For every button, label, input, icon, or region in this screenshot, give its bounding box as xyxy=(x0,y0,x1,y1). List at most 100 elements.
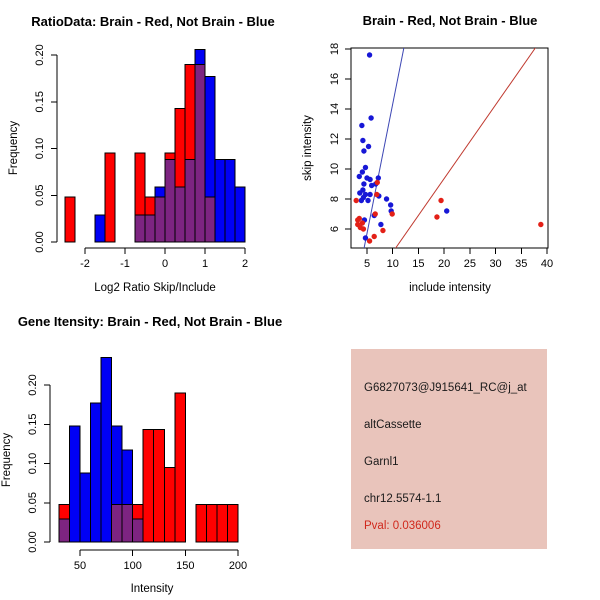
hist-bar xyxy=(79,472,92,543)
y-tick-label: 0.05 xyxy=(34,185,46,206)
gene-histogram-xlabel: Intensity xyxy=(131,583,174,595)
x-tick-label: 10 xyxy=(387,258,399,270)
hist-bar xyxy=(153,429,165,543)
y-tick-label: 0.10 xyxy=(34,138,46,159)
scatter-point-red xyxy=(380,227,386,234)
gene-intensity-histogram-plot: Gene Itensity: Brain - Red, Not Brain - … xyxy=(1,314,282,595)
panel-info-box: G6827073@J915641_RC@j_at altCassette Gar… xyxy=(300,300,600,600)
hist-bar-overlap xyxy=(174,186,186,243)
x-tick-label: 35 xyxy=(515,258,527,270)
intensity-scatter-plot: Brain - Red, Not Brain - Blue include in… xyxy=(302,13,553,294)
scatter-point-red xyxy=(372,211,378,217)
scatter-point-blue xyxy=(365,197,371,204)
hist-bar xyxy=(64,196,76,243)
y-tick-label: 8 xyxy=(329,196,341,202)
y-tick-label: 0.00 xyxy=(27,531,39,552)
gene-name-text: Garnl1 xyxy=(364,456,399,468)
scatter-point-blue xyxy=(368,182,375,189)
hist-bar xyxy=(100,357,113,543)
scatter-point-blue xyxy=(357,190,363,196)
hist-bar xyxy=(90,402,102,543)
info-box: G6827073@J915641_RC@j_at altCassette Gar… xyxy=(351,349,547,549)
hist-bar-overlap xyxy=(204,196,216,243)
scatter-point-red xyxy=(359,220,366,226)
hist-bar xyxy=(104,152,116,243)
scatter-ylabel: skip intensity xyxy=(302,115,314,181)
plot-box xyxy=(350,47,549,249)
x-tick-label: -2 xyxy=(80,258,90,270)
scatter-point-blue xyxy=(356,173,362,180)
scatter-title: Brain - Red, Not Brain - Blue xyxy=(363,13,538,28)
scatter-point-red xyxy=(538,221,544,228)
scatter-point-blue xyxy=(444,208,450,214)
hist-bar xyxy=(214,159,226,243)
x-tick-label: 50 xyxy=(74,560,86,572)
ratio-histogram-title: RatioData: Brain - Red, Not Brain - Blue xyxy=(31,14,274,29)
scatter-point-red xyxy=(438,197,444,204)
x-tick-label: -1 xyxy=(120,258,130,270)
pval-text: Pval: 0.036006 xyxy=(364,520,441,532)
scatter-point-blue xyxy=(365,143,372,150)
hist-bar xyxy=(142,429,155,543)
scatter-point-blue xyxy=(361,181,367,187)
scatter-point-red xyxy=(355,217,361,223)
x-tick-label: 40 xyxy=(541,258,553,270)
y-tick-label: 0.20 xyxy=(34,44,46,65)
probe-id-text: G6827073@J915641_RC@j_at xyxy=(364,382,527,394)
scatter-point-red xyxy=(366,238,373,244)
panel-ratio-histogram: RatioData: Brain - Red, Not Brain - Blue… xyxy=(0,0,300,300)
x-tick-label: 20 xyxy=(438,258,450,270)
hist-bar-overlap xyxy=(154,196,166,243)
y-tick-label: 18 xyxy=(329,43,341,55)
ratio-histogram-plot: RatioData: Brain - Red, Not Brain - Blue… xyxy=(8,14,275,294)
x-tick-label: 1 xyxy=(202,258,208,270)
ratio-histogram-ylabel: Frequency xyxy=(8,121,20,176)
hist-bar-overlap xyxy=(58,518,70,543)
y-tick-label: 12 xyxy=(329,133,341,145)
scatter-point-blue xyxy=(359,122,365,129)
scatter-point-blue xyxy=(383,196,390,202)
y-tick-label: 0.15 xyxy=(27,414,39,435)
hist-bar xyxy=(226,503,239,543)
red-reference-line xyxy=(395,48,536,248)
scatter-point-red xyxy=(434,214,440,220)
scatter-point-red xyxy=(374,179,380,186)
scatter-point-blue xyxy=(375,175,382,181)
y-tick-label: 0.05 xyxy=(27,492,39,513)
scatter-point-blue xyxy=(367,176,373,183)
hist-bar-overlap xyxy=(111,503,123,543)
scatter-point-red xyxy=(353,197,359,204)
scatter-point-blue xyxy=(378,221,384,228)
splice-type-text: altCassette xyxy=(364,419,422,431)
hist-bar-overlap xyxy=(121,503,134,543)
hist-bar xyxy=(68,425,81,543)
scatter-point-blue xyxy=(362,235,369,241)
hist-bar xyxy=(234,186,246,243)
x-tick-label: 100 xyxy=(123,560,141,572)
x-tick-label: 25 xyxy=(464,258,476,270)
scatter-point-blue xyxy=(387,202,394,208)
hist-bar xyxy=(174,392,186,543)
x-tick-label: 2 xyxy=(242,258,248,270)
blue-reference-line xyxy=(363,48,405,248)
hist-bar xyxy=(195,503,207,543)
x-tick-label: 200 xyxy=(229,560,247,572)
y-tick-label: 16 xyxy=(329,73,341,85)
gene-histogram-title: Gene Itensity: Brain - Red, Not Brain - … xyxy=(18,314,282,329)
hist-bar xyxy=(94,214,106,243)
hist-bar xyxy=(205,503,218,543)
scatter-point-blue xyxy=(362,164,369,171)
y-tick-label: 0.20 xyxy=(27,374,39,395)
scatter-point-red xyxy=(360,226,367,232)
panel-intensity-scatter: Brain - Red, Not Brain - Blue include in… xyxy=(300,0,600,300)
scatter-xlabel: include intensity xyxy=(409,282,491,294)
x-tick-label: 150 xyxy=(176,560,194,572)
gene-histogram-ylabel: Frequency xyxy=(1,433,13,488)
x-tick-label: 30 xyxy=(489,258,501,270)
y-tick-label: 6 xyxy=(329,226,341,232)
hist-bar-overlap xyxy=(134,214,146,243)
hist-bar xyxy=(224,159,236,243)
hist-bar-overlap xyxy=(164,159,176,243)
scatter-point-blue xyxy=(367,191,373,198)
